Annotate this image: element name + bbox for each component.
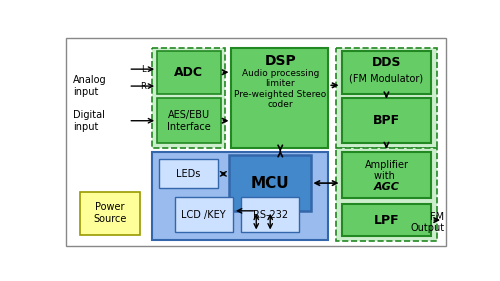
Text: DDS: DDS (372, 56, 401, 69)
Text: LPF: LPF (374, 214, 400, 226)
Text: with: with (374, 171, 398, 181)
Text: DSP: DSP (264, 55, 296, 69)
Text: R: R (140, 81, 146, 90)
Bar (80, 192, 140, 235)
Text: L: L (142, 65, 146, 74)
Text: MCU: MCU (251, 176, 290, 191)
Bar (152, 47, 225, 148)
Text: RS-232: RS-232 (252, 210, 288, 220)
Text: BPF: BPF (373, 114, 400, 127)
Text: Amplifier: Amplifier (364, 160, 408, 170)
Bar (175, 197, 233, 232)
Bar (160, 159, 218, 189)
Bar (152, 151, 328, 240)
Bar (336, 47, 437, 148)
Text: Digital
input: Digital input (74, 110, 105, 132)
Text: Analog
input: Analog input (74, 75, 107, 97)
Text: (FM Modulator): (FM Modulator) (350, 73, 424, 83)
Bar (229, 155, 310, 211)
Text: LCD /KEY: LCD /KEY (181, 210, 226, 220)
Bar (157, 98, 220, 143)
Bar (336, 148, 437, 241)
Text: Power
Source: Power Source (93, 202, 126, 224)
Text: FM
Output: FM Output (410, 212, 444, 233)
Text: ADC: ADC (174, 66, 204, 79)
Bar (157, 51, 220, 94)
Bar (342, 151, 432, 198)
Bar (241, 197, 299, 232)
Bar (232, 47, 328, 148)
Text: AES/EBU
Interface: AES/EBU Interface (167, 110, 210, 132)
Bar (342, 98, 432, 143)
Text: AGC: AGC (374, 182, 400, 192)
Text: LEDs: LEDs (176, 169, 200, 179)
Bar (342, 204, 432, 236)
Text: Audio processing
limiter
Pre-weighted Stereo
coder: Audio processing limiter Pre-weighted St… (234, 69, 326, 109)
Bar (342, 51, 432, 94)
